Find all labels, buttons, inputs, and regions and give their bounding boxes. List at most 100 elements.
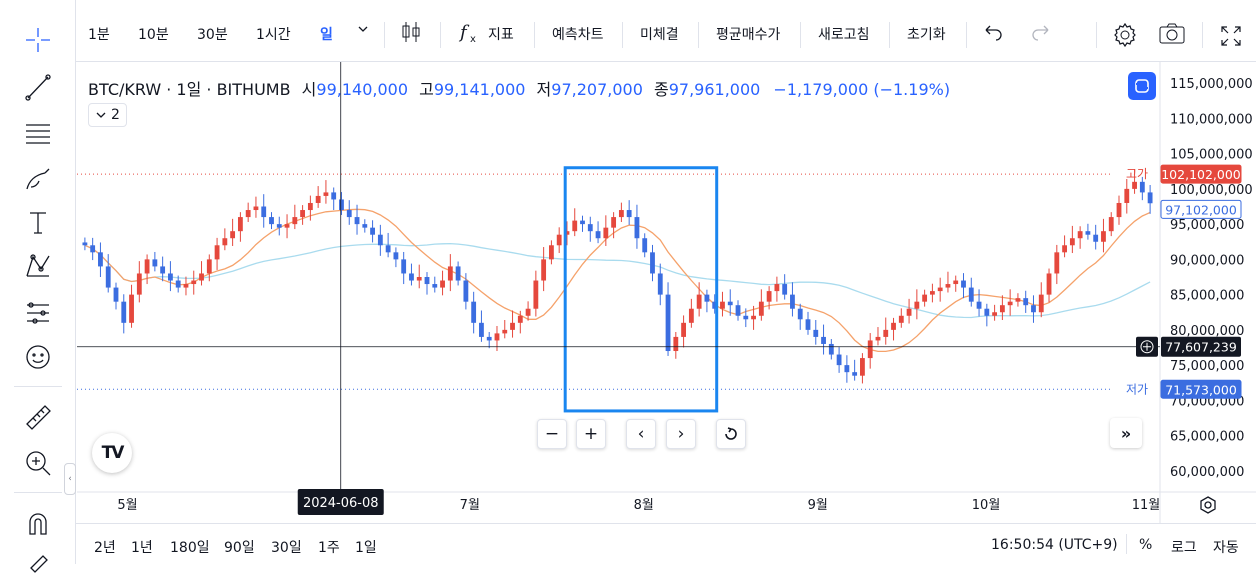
interval-1m[interactable]: 1분 <box>88 27 110 43</box>
candle <box>385 245 391 253</box>
settings-gear-icon[interactable] <box>1112 22 1138 52</box>
fib-tool-icon[interactable] <box>18 112 58 152</box>
brush-tool-icon[interactable] <box>18 158 58 198</box>
candle <box>401 259 407 274</box>
change-value: −1,179,000 (−1.19%) <box>773 80 951 99</box>
candle <box>525 308 531 316</box>
interval-10m[interactable]: 10분 <box>138 27 169 43</box>
candle <box>323 192 329 196</box>
candle <box>1108 217 1114 232</box>
collapse-toolbar-button[interactable]: ‹ <box>64 463 76 495</box>
candle <box>533 280 539 309</box>
candle <box>136 273 142 295</box>
fullscreen-icon[interactable] <box>1219 24 1243 52</box>
sync-icon[interactable] <box>1128 72 1156 100</box>
symbol-title[interactable]: BTC/KRW · 1일 · BITHUMB <box>88 80 291 99</box>
candle <box>455 266 461 281</box>
refresh-button[interactable]: 새로고침 <box>818 27 870 43</box>
time-tick-label: 7월 <box>460 498 480 513</box>
indicators-toggle-button[interactable]: 2 <box>88 103 127 127</box>
time-tick-label: 9월 <box>808 498 828 513</box>
range-90d[interactable]: 90일 <box>224 540 255 556</box>
chart-legend: BTC/KRW · 1일 · BITHUMB 시99,140,000 고99,1… <box>88 76 950 100</box>
range-30d[interactable]: 30일 <box>271 540 302 556</box>
selection-box[interactable] <box>563 166 719 413</box>
reset-button[interactable]: 초기화 <box>907 27 946 43</box>
crosshair-price: 77,607,239 <box>1165 340 1237 355</box>
range-180d[interactable]: 180일 <box>170 540 210 556</box>
candle <box>1101 231 1106 242</box>
chevron-down-icon <box>96 112 106 118</box>
pattern-tool-icon[interactable] <box>18 246 58 286</box>
scroll-left-button[interactable]: ‹ <box>626 419 656 449</box>
price-tick-label: 105,000,000 <box>1170 148 1253 163</box>
unfilled-orders-button[interactable]: 미체결 <box>640 27 679 43</box>
low-label: 저가 <box>1126 382 1148 396</box>
candle <box>1054 252 1060 274</box>
candle <box>331 192 337 200</box>
range-1d[interactable]: 1일 <box>355 540 377 556</box>
scroll-to-realtime-button[interactable]: » <box>1110 418 1142 448</box>
ruler-tool-icon[interactable] <box>18 397 58 437</box>
redo-icon[interactable] <box>1030 22 1052 46</box>
avg-buy-price-button[interactable]: 평균매수가 <box>716 27 781 43</box>
log-toggle[interactable]: 로그 <box>1171 540 1197 556</box>
camera-snapshot-icon[interactable] <box>1158 22 1186 50</box>
reset-icon <box>725 427 737 440</box>
prediction-tool-icon[interactable] <box>18 292 58 332</box>
interval-1d[interactable]: 일 <box>320 27 333 43</box>
scroll-right-button[interactable]: › <box>666 419 696 449</box>
magnet-icon[interactable] <box>18 503 58 543</box>
zoom-out-button[interactable]: − <box>537 419 567 449</box>
trend-line-tool-icon[interactable] <box>18 67 58 107</box>
candle <box>183 284 189 288</box>
interval-1h[interactable]: 1시간 <box>256 27 291 43</box>
candle <box>1085 231 1091 235</box>
forecast-chart-button[interactable]: 예측차트 <box>552 27 604 43</box>
candle <box>307 202 313 211</box>
indicators-button[interactable]: 지표 <box>488 27 514 43</box>
candle <box>929 291 935 295</box>
candle <box>891 322 896 330</box>
candle <box>650 252 655 274</box>
range-2y[interactable]: 2년 <box>94 540 116 556</box>
candle <box>486 336 492 341</box>
interval-30m[interactable]: 30분 <box>197 27 228 43</box>
candle <box>1132 181 1137 189</box>
auto-toggle[interactable]: 자동 <box>1213 540 1239 556</box>
current-price-badge: 97,102,000 <box>1165 202 1237 217</box>
interval-dropdown-chevron-icon[interactable] <box>356 22 370 40</box>
candle <box>976 301 982 309</box>
zoom-in-button[interactable]: + <box>576 419 606 449</box>
candle <box>315 195 321 203</box>
clock-time[interactable]: 16:50:54 (UTC+9) <box>991 537 1118 553</box>
crosshair-price-box <box>1161 336 1241 357</box>
price-tick-label: 100,000,000 <box>1170 183 1253 198</box>
candle <box>168 273 173 281</box>
price-tick-label: 75,000,000 <box>1170 359 1244 374</box>
time-tick-label: 10월 <box>972 498 1001 513</box>
price-tick-label: 110,000,000 <box>1170 112 1253 127</box>
candle <box>906 308 912 316</box>
range-1w[interactable]: 1주 <box>318 540 340 556</box>
text-tool-icon[interactable] <box>18 202 58 242</box>
reset-view-button[interactable] <box>716 419 746 449</box>
low-value: 97,207,000 <box>551 80 643 99</box>
close-value: 97,961,000 <box>668 80 761 99</box>
candle-style-icon[interactable] <box>400 20 422 48</box>
candle <box>1046 273 1052 295</box>
lock-drawing-icon[interactable] <box>18 545 58 585</box>
time-tick-label: 8월 <box>634 498 654 513</box>
axis-settings-icon[interactable] <box>1197 494 1219 516</box>
emoji-tool-icon[interactable] <box>18 337 58 377</box>
percent-toggle[interactable]: % <box>1139 537 1153 553</box>
zoom-in-icon[interactable] <box>18 443 58 483</box>
candle <box>144 259 150 274</box>
candle <box>883 329 889 337</box>
crosshair-tool-icon[interactable] <box>18 20 58 60</box>
candle <box>712 301 718 309</box>
undo-icon[interactable] <box>982 22 1004 46</box>
range-1y[interactable]: 1년 <box>131 540 153 556</box>
